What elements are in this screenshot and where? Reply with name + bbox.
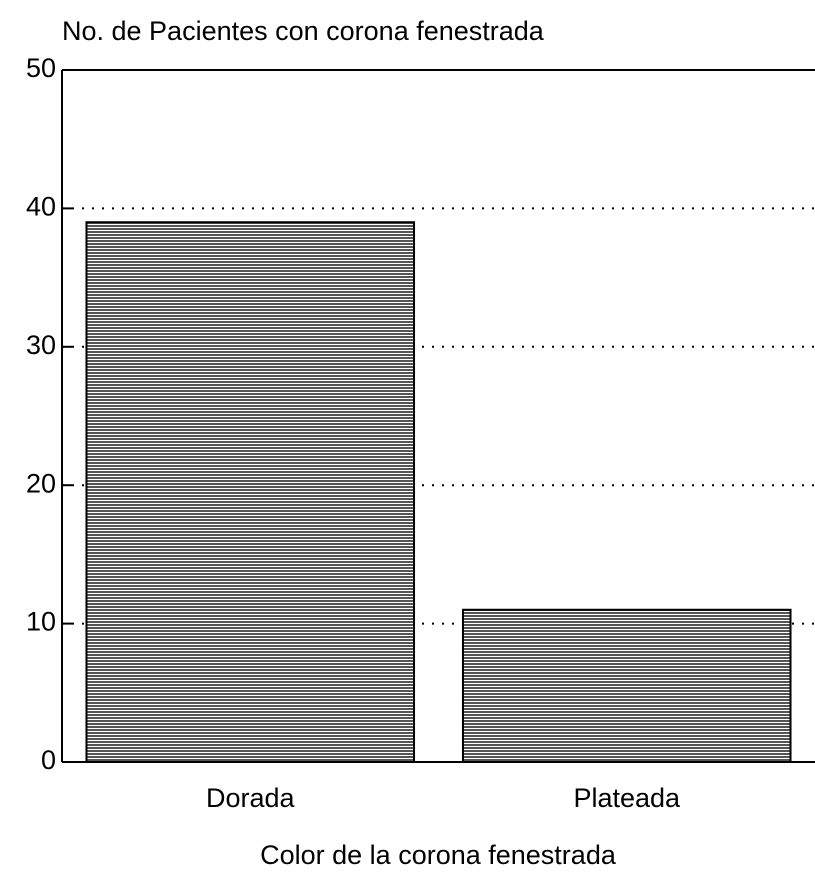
x-tick-label: Plateada [573, 783, 681, 813]
chart-title: No. de Pacientes con corona fenestrada [62, 16, 545, 46]
x-axis-label: Color de la corona fenestrada [260, 840, 617, 870]
y-tick-label: 20 [26, 468, 56, 498]
bar [461, 608, 792, 764]
bar [85, 221, 416, 764]
y-tick-label: 0 [41, 745, 56, 775]
y-tick-label: 50 [26, 53, 56, 83]
y-tick-label: 40 [26, 192, 56, 222]
y-tick-label: 30 [26, 330, 56, 360]
x-tick-label: Dorada [206, 783, 296, 813]
y-tick-label: 10 [26, 607, 56, 637]
